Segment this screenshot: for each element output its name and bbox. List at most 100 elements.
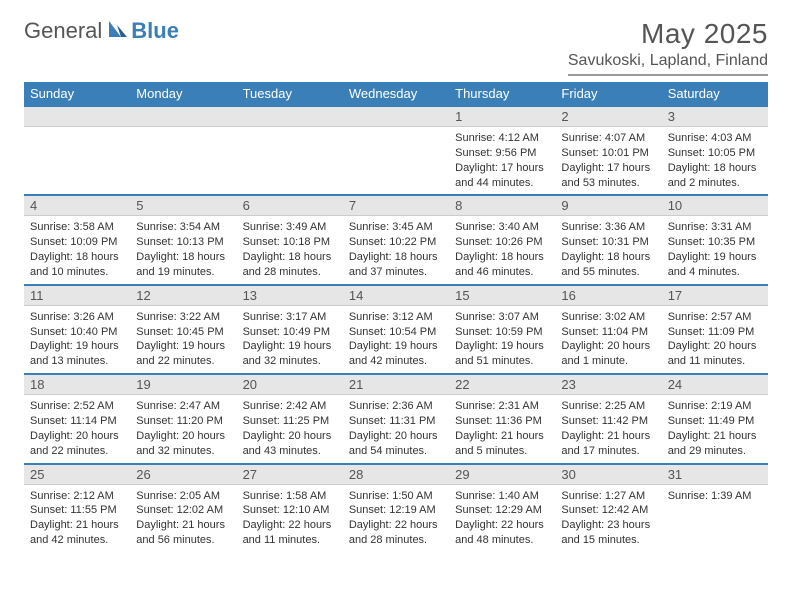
day-info: Sunrise: 2:47 AMSunset: 11:20 PMDaylight…: [130, 395, 236, 462]
calendar-week: 18Sunrise: 2:52 AMSunset: 11:14 PMDaylig…: [24, 374, 768, 463]
sunrise-text: Sunrise: 2:47 AM: [136, 399, 230, 414]
calendar-cell: 30Sunrise: 1:27 AMSunset: 12:42 AMDaylig…: [555, 464, 661, 552]
day-number: 25: [24, 465, 130, 485]
sunset-text: Sunset: 11:31 PM: [349, 414, 443, 429]
sunrise-text: Sunrise: 3:31 AM: [668, 220, 762, 235]
weekday-header: Thursday: [449, 82, 555, 106]
sunrise-text: Sunrise: 1:39 AM: [668, 489, 762, 504]
weekday-header: Monday: [130, 82, 236, 106]
calendar: SundayMondayTuesdayWednesdayThursdayFrid…: [24, 82, 768, 552]
day-info: Sunrise: 2:05 AMSunset: 12:02 AMDaylight…: [130, 485, 236, 552]
day-number: 7: [343, 196, 449, 216]
day-info: Sunrise: 2:12 AMSunset: 11:55 PMDaylight…: [24, 485, 130, 552]
sunrise-text: Sunrise: 3:07 AM: [455, 310, 549, 325]
day-info: Sunrise: 3:31 AMSunset: 10:35 PMDaylight…: [662, 216, 768, 283]
day-number: 20: [237, 375, 343, 395]
day-info: Sunrise: 3:49 AMSunset: 10:18 PMDaylight…: [237, 216, 343, 283]
day-number: [237, 107, 343, 127]
calendar-cell: 17Sunrise: 2:57 AMSunset: 11:09 PMDaylig…: [662, 285, 768, 374]
calendar-cell: 24Sunrise: 2:19 AMSunset: 11:49 PMDaylig…: [662, 374, 768, 463]
day-info: Sunrise: 3:40 AMSunset: 10:26 PMDaylight…: [449, 216, 555, 283]
day-number: 2: [555, 107, 661, 127]
sunset-text: Sunset: 12:02 AM: [136, 503, 230, 518]
daylight-text: Daylight: 20 hours and 54 minutes.: [349, 429, 443, 459]
sunset-text: Sunset: 10:05 PM: [668, 146, 762, 161]
sunset-text: Sunset: 10:35 PM: [668, 235, 762, 250]
day-number: 16: [555, 286, 661, 306]
day-info: Sunrise: 2:42 AMSunset: 11:25 PMDaylight…: [237, 395, 343, 462]
calendar-cell: [343, 106, 449, 195]
day-info: Sunrise: 2:25 AMSunset: 11:42 PMDaylight…: [555, 395, 661, 462]
sunrise-text: Sunrise: 2:31 AM: [455, 399, 549, 414]
daylight-text: Daylight: 18 hours and 19 minutes.: [136, 250, 230, 280]
weekday-header: Wednesday: [343, 82, 449, 106]
sunrise-text: Sunrise: 2:12 AM: [30, 489, 124, 504]
calendar-cell: 14Sunrise: 3:12 AMSunset: 10:54 PMDaylig…: [343, 285, 449, 374]
day-info: Sunrise: 3:02 AMSunset: 11:04 PMDaylight…: [555, 306, 661, 373]
sunset-text: Sunset: 10:18 PM: [243, 235, 337, 250]
sunrise-text: Sunrise: 3:49 AM: [243, 220, 337, 235]
logo: General Blue: [24, 18, 179, 44]
sunset-text: Sunset: 10:40 PM: [30, 325, 124, 340]
day-number: 10: [662, 196, 768, 216]
sunrise-text: Sunrise: 3:36 AM: [561, 220, 655, 235]
day-number: 8: [449, 196, 555, 216]
day-number: 29: [449, 465, 555, 485]
day-info: Sunrise: 1:58 AMSunset: 12:10 AMDaylight…: [237, 485, 343, 552]
weekday-header: Sunday: [24, 82, 130, 106]
sunset-text: Sunset: 10:31 PM: [561, 235, 655, 250]
sunset-text: Sunset: 12:19 AM: [349, 503, 443, 518]
day-info: [343, 127, 449, 135]
sunrise-text: Sunrise: 2:57 AM: [668, 310, 762, 325]
calendar-cell: 25Sunrise: 2:12 AMSunset: 11:55 PMDaylig…: [24, 464, 130, 552]
daylight-text: Daylight: 22 hours and 11 minutes.: [243, 518, 337, 548]
sunset-text: Sunset: 10:09 PM: [30, 235, 124, 250]
calendar-cell: 31Sunrise: 1:39 AM: [662, 464, 768, 552]
title-underline: [568, 74, 768, 76]
daylight-text: Daylight: 18 hours and 55 minutes.: [561, 250, 655, 280]
day-number: 27: [237, 465, 343, 485]
sunrise-text: Sunrise: 2:52 AM: [30, 399, 124, 414]
sunset-text: Sunset: 10:54 PM: [349, 325, 443, 340]
calendar-cell: 4Sunrise: 3:58 AMSunset: 10:09 PMDayligh…: [24, 195, 130, 284]
sunrise-text: Sunrise: 3:40 AM: [455, 220, 549, 235]
daylight-text: Daylight: 19 hours and 42 minutes.: [349, 339, 443, 369]
day-info: Sunrise: 4:07 AMSunset: 10:01 PMDaylight…: [555, 127, 661, 194]
calendar-week: 4Sunrise: 3:58 AMSunset: 10:09 PMDayligh…: [24, 195, 768, 284]
calendar-cell: 13Sunrise: 3:17 AMSunset: 10:49 PMDaylig…: [237, 285, 343, 374]
day-number: 28: [343, 465, 449, 485]
calendar-cell: 1Sunrise: 4:12 AMSunset: 9:56 PMDaylight…: [449, 106, 555, 195]
day-number: 17: [662, 286, 768, 306]
sunset-text: Sunset: 12:29 AM: [455, 503, 549, 518]
daylight-text: Daylight: 20 hours and 22 minutes.: [30, 429, 124, 459]
day-info: Sunrise: 3:22 AMSunset: 10:45 PMDaylight…: [130, 306, 236, 373]
day-number: 24: [662, 375, 768, 395]
sunrise-text: Sunrise: 2:05 AM: [136, 489, 230, 504]
day-number: [343, 107, 449, 127]
daylight-text: Daylight: 22 hours and 28 minutes.: [349, 518, 443, 548]
sunrise-text: Sunrise: 3:17 AM: [243, 310, 337, 325]
day-number: [24, 107, 130, 127]
daylight-text: Daylight: 20 hours and 1 minute.: [561, 339, 655, 369]
sunset-text: Sunset: 11:20 PM: [136, 414, 230, 429]
daylight-text: Daylight: 19 hours and 13 minutes.: [30, 339, 124, 369]
calendar-cell: 28Sunrise: 1:50 AMSunset: 12:19 AMDaylig…: [343, 464, 449, 552]
day-info: Sunrise: 1:39 AM: [662, 485, 768, 508]
daylight-text: Daylight: 21 hours and 17 minutes.: [561, 429, 655, 459]
daylight-text: Daylight: 18 hours and 46 minutes.: [455, 250, 549, 280]
day-info: Sunrise: 3:45 AMSunset: 10:22 PMDaylight…: [343, 216, 449, 283]
title-block: May 2025 Savukoski, Lapland, Finland: [568, 18, 768, 76]
calendar-cell: 12Sunrise: 3:22 AMSunset: 10:45 PMDaylig…: [130, 285, 236, 374]
day-info: Sunrise: 3:26 AMSunset: 10:40 PMDaylight…: [24, 306, 130, 373]
day-info: Sunrise: 1:40 AMSunset: 12:29 AMDaylight…: [449, 485, 555, 552]
calendar-body: 1Sunrise: 4:12 AMSunset: 9:56 PMDaylight…: [24, 106, 768, 552]
daylight-text: Daylight: 21 hours and 42 minutes.: [30, 518, 124, 548]
day-number: 5: [130, 196, 236, 216]
sunrise-text: Sunrise: 3:22 AM: [136, 310, 230, 325]
day-info: Sunrise: 4:12 AMSunset: 9:56 PMDaylight:…: [449, 127, 555, 194]
sunrise-text: Sunrise: 4:03 AM: [668, 131, 762, 146]
sunrise-text: Sunrise: 2:19 AM: [668, 399, 762, 414]
sunset-text: Sunset: 10:59 PM: [455, 325, 549, 340]
daylight-text: Daylight: 21 hours and 29 minutes.: [668, 429, 762, 459]
day-number: 30: [555, 465, 661, 485]
